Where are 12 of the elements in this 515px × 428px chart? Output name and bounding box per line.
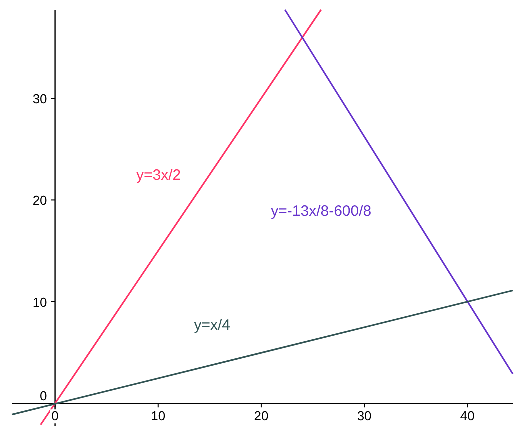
series-label: y=-13x/8-600/8 (271, 203, 372, 220)
x-tick-label: 10 (151, 408, 166, 424)
y-tick-label: 0 (40, 388, 48, 404)
x-tick-label: 40 (460, 408, 475, 424)
y-tick-label: 30 (32, 91, 48, 106)
y-tick-label: 10 (32, 294, 48, 310)
x-tick-label: 20 (254, 408, 269, 424)
x-tick-label: 30 (357, 408, 372, 424)
y-tick-label: 20 (32, 193, 48, 208)
series-label: y=x/4 (194, 317, 231, 334)
series-label: y=3x/2 (136, 166, 182, 184)
x-tick-label: 0 (52, 408, 59, 424)
